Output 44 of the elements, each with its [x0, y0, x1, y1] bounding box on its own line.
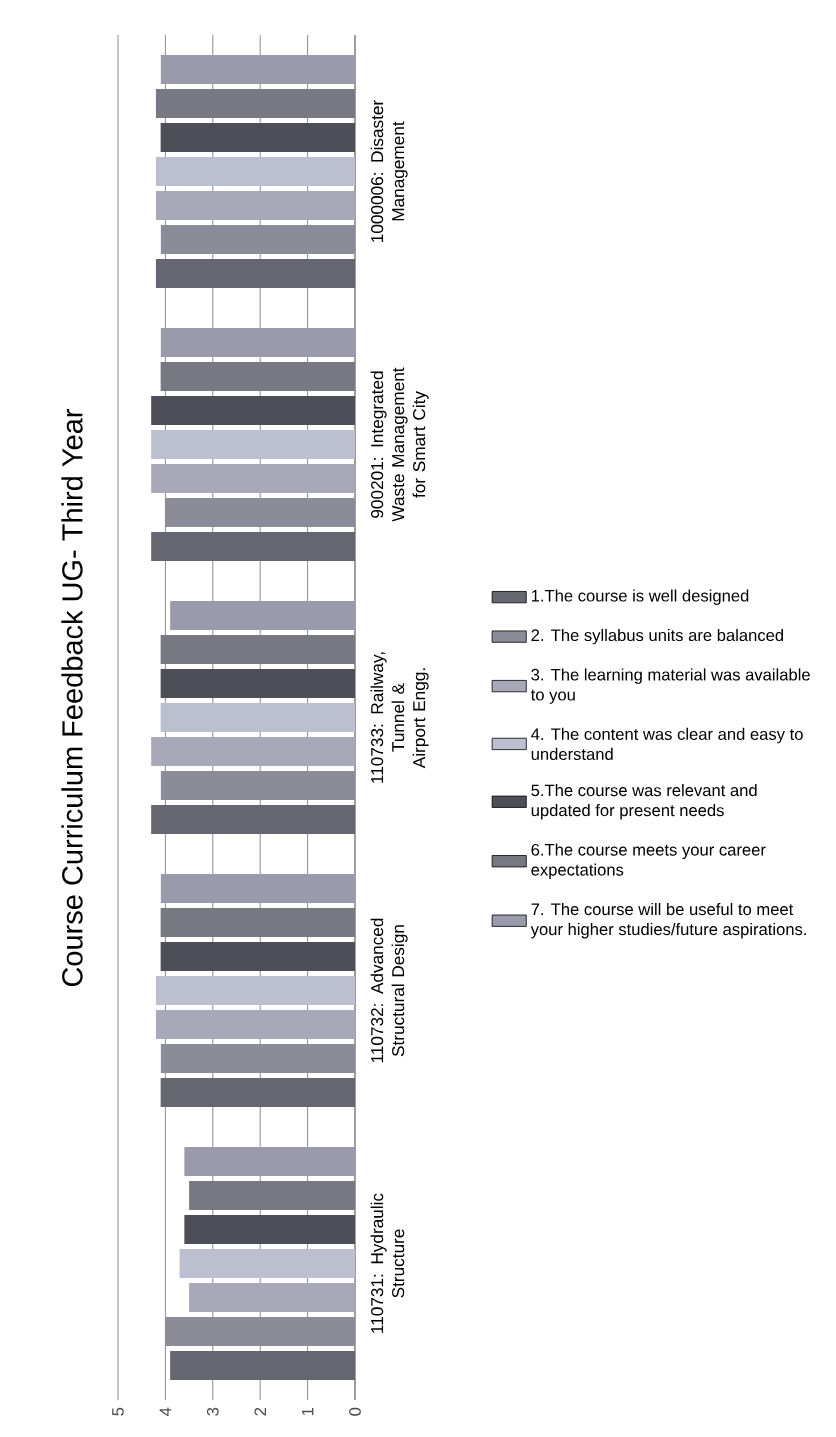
y-tick-label: 110731: Hydraulic Structure [370, 1193, 405, 1333]
bar [160, 942, 355, 972]
bar [160, 703, 355, 733]
legend-label: 1.The course is well designed [531, 589, 749, 605]
y-tick-label: 110733: Railway, Tunnel & Airport Engg. [370, 652, 429, 783]
bar [155, 1010, 355, 1040]
bar [160, 908, 355, 938]
bar [179, 1249, 355, 1279]
bar [184, 1147, 355, 1177]
bar [189, 1181, 355, 1211]
bar [170, 601, 355, 631]
legend-label: 2. The syllabus units are balanced [531, 628, 783, 645]
bar [160, 55, 355, 85]
bar [160, 669, 355, 699]
bar [151, 737, 355, 767]
bar [155, 89, 355, 119]
y-tick-label: 1000006: Disaster Management [370, 100, 408, 242]
bar [160, 635, 355, 665]
legend-label: 3. The learning material was available to you [530, 668, 810, 704]
legend-label: 4. The content was clear and easy to understand [531, 727, 803, 761]
bar [151, 464, 355, 494]
x-tick-label: 1 [301, 1407, 314, 1416]
bar [155, 976, 355, 1006]
x-tick-label: 2 [254, 1407, 266, 1416]
bar [151, 396, 355, 426]
bar [189, 1283, 355, 1313]
bar [184, 1215, 355, 1245]
bar [160, 874, 355, 904]
bar [151, 430, 355, 460]
bar [155, 157, 355, 187]
legend-label: 6.The course meets your career expectations [531, 843, 766, 879]
text: Course Curriculum Feedback UG- Third Year [61, 408, 83, 987]
x-tick-label: 0 [349, 1407, 361, 1416]
bar [160, 328, 355, 358]
bar [155, 191, 355, 221]
x-tick-label: 5 [112, 1407, 124, 1416]
legend-label: 5.The course was relevant and updated for present needs [531, 784, 757, 820]
x-tick-label: 4 [159, 1407, 172, 1416]
legend-label: 7. The course will be useful to meet your higher studies/future aspirations. [530, 902, 806, 939]
x-tick-label: 3 [206, 1407, 219, 1416]
bar [160, 362, 355, 392]
bar [160, 123, 355, 153]
y-tick-label: 110732: Advanced Structural Design [370, 918, 408, 1063]
y-tick-label: 900201: Integrated Waste Management for Smart City [370, 367, 429, 522]
